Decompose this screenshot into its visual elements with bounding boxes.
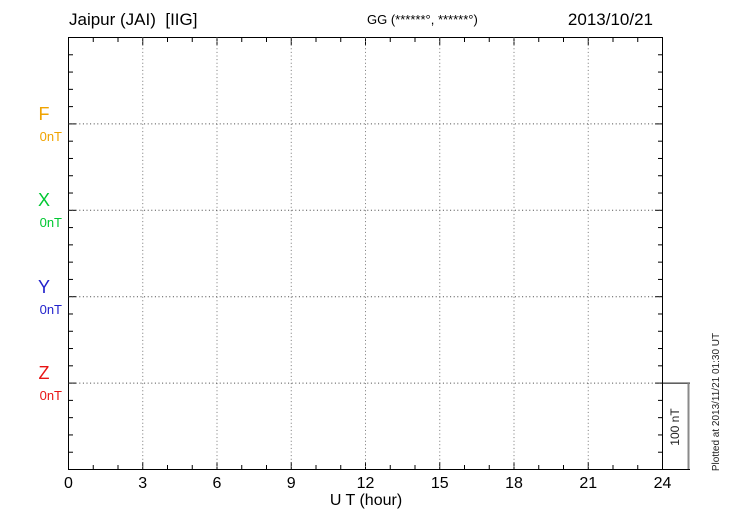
scale-bar-label: 100 nT	[668, 408, 682, 446]
series-baseline-value-f: 0nT	[39, 129, 62, 144]
x-axis-tick-label: 9	[286, 475, 296, 492]
x-axis-tick-label: 21	[579, 475, 598, 492]
series-label-x: X	[37, 190, 50, 210]
x-axis-tick-label: 15	[430, 475, 449, 492]
x-axis-tick-label: 24	[653, 475, 672, 492]
series-baseline-value-y: 0nT	[39, 302, 62, 317]
x-axis-title: U T (hour)	[329, 492, 403, 509]
series-label-y: Y	[37, 277, 50, 297]
plotted-at-note: Plotted at 2013/11/21 01:30 UT	[711, 332, 722, 472]
station-title: Jaipur (JAI) [IIG]	[69, 10, 198, 29]
series-label-f: F	[38, 104, 50, 124]
x-axis-tick-label: 6	[212, 475, 222, 492]
x-axis-tick-label: 3	[138, 475, 148, 492]
series-label-z: Z	[38, 363, 50, 383]
x-axis-tick-label: 18	[505, 475, 523, 492]
series-baseline-value-z: 0nT	[39, 388, 62, 403]
x-axis-tick-label: 12	[356, 475, 375, 492]
geographic-coords: GG (******°, ******°)	[367, 12, 478, 27]
plot-date: 2013/10/21	[567, 10, 653, 29]
series-baseline-value-x: 0nT	[39, 215, 62, 230]
x-axis-tick-label: 0	[64, 475, 73, 492]
